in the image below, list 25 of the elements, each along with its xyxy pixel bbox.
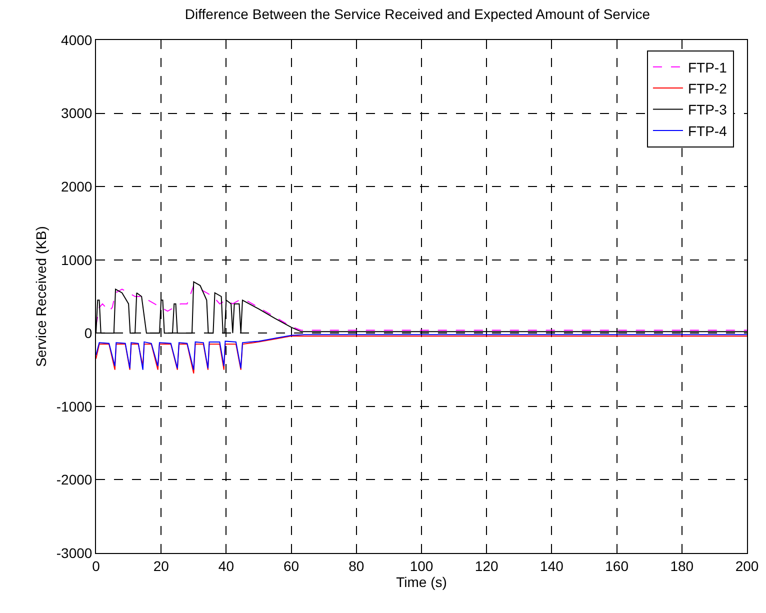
x-tick-label: 160 bbox=[605, 558, 629, 574]
chart-title: Difference Between the Service Received and Expected Amount of Service bbox=[184, 6, 650, 22]
legend-label: FTP-3 bbox=[688, 102, 728, 118]
x-tick-label: 180 bbox=[670, 558, 694, 574]
y-tick-label: 1000 bbox=[61, 252, 92, 268]
y-tick-label: -1000 bbox=[56, 398, 92, 414]
y-tick-label: 4000 bbox=[61, 32, 92, 48]
x-tick-label: 140 bbox=[540, 558, 564, 574]
x-axis-title: Time (s) bbox=[396, 574, 447, 590]
legend-label: FTP-4 bbox=[688, 122, 728, 139]
y-tick-label: -3000 bbox=[56, 544, 92, 561]
y-tick-label: 0 bbox=[84, 325, 92, 342]
y-tick-label: 3000 bbox=[61, 105, 92, 122]
y-tick-label: -2000 bbox=[56, 472, 92, 488]
x-tick-label: 100 bbox=[410, 558, 434, 574]
x-tick-label: 20 bbox=[153, 558, 170, 574]
x-tick-label: 60 bbox=[284, 558, 300, 574]
x-tick-label: 80 bbox=[348, 558, 364, 574]
y-tick-label: 2000 bbox=[61, 178, 92, 194]
y-axis-title: Service Received (KB) bbox=[32, 226, 49, 367]
legend-label: FTP-2 bbox=[688, 80, 728, 97]
legend-label: FTP-1 bbox=[688, 59, 728, 76]
x-tick-label: 200 bbox=[735, 558, 759, 574]
x-tick-label: 40 bbox=[218, 558, 234, 574]
x-tick-label: 120 bbox=[474, 558, 498, 574]
